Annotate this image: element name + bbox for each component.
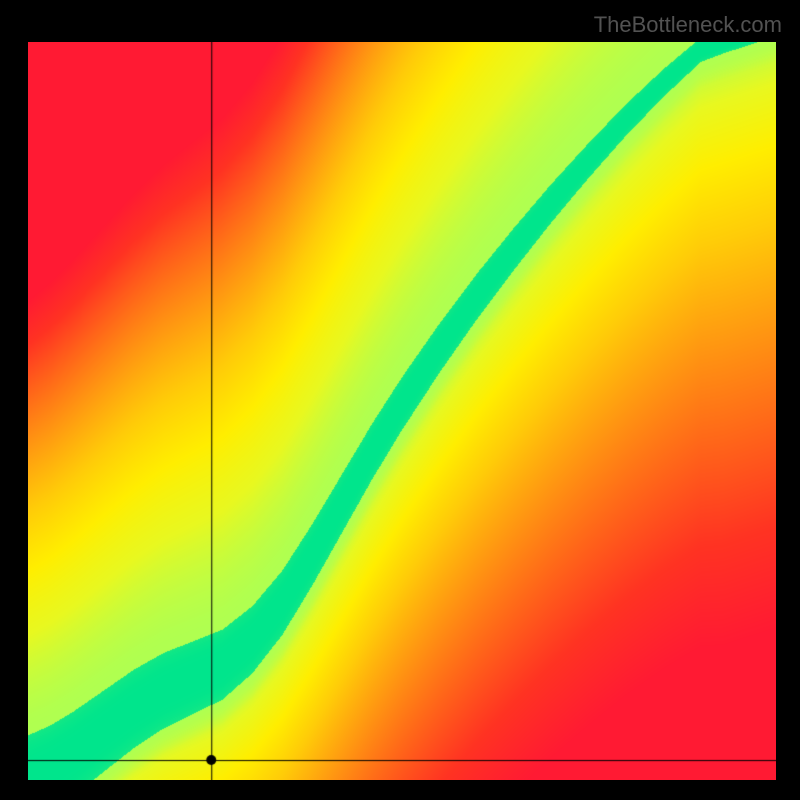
watermark-text: TheBottleneck.com: [594, 12, 782, 38]
heatmap-canvas: [28, 42, 776, 780]
bottleneck-heatmap: [28, 42, 776, 780]
